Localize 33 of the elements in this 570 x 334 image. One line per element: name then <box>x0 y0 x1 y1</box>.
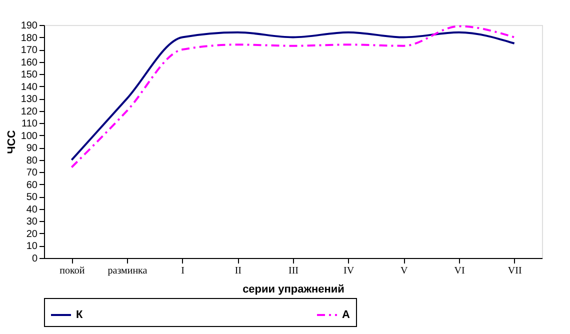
y-tick-label: 180 <box>20 32 38 44</box>
y-tick-label: 20 <box>26 228 38 240</box>
y-tick-label: 30 <box>26 216 38 228</box>
x-tick-label: II <box>234 266 242 276</box>
x-tick-label: III <box>288 266 298 276</box>
x-tick-label: I <box>181 266 185 276</box>
y-tick-label: 170 <box>20 45 38 56</box>
legend-label: К <box>76 309 83 321</box>
y-tick-label: 10 <box>26 241 38 252</box>
y-tick-label: 100 <box>20 130 38 142</box>
x-tick-label: IV <box>344 266 355 276</box>
y-tick-label: 160 <box>20 57 38 68</box>
x-tick-label: V <box>400 266 409 276</box>
y-tick-label: 150 <box>20 70 38 81</box>
y-tick-label: 40 <box>26 204 38 216</box>
x-tick-label: разминка <box>108 266 148 276</box>
y-tick-label: 60 <box>26 180 38 191</box>
y-tick-label: 0 <box>32 254 38 264</box>
y-tick-label: 70 <box>26 168 38 179</box>
y-tick-label: 190 <box>20 20 38 32</box>
x-axis-title: серии упражнений <box>242 284 344 296</box>
y-tick-label: 140 <box>20 82 38 93</box>
legend-label: А <box>342 309 350 321</box>
x-tick-label: VI <box>454 266 465 276</box>
y-tick-label: 80 <box>26 155 38 166</box>
y-tick-label: 90 <box>26 143 38 154</box>
y-tick-label: 120 <box>20 106 38 118</box>
y-axis-title: ЧСС <box>6 130 18 154</box>
y-tick-label: 50 <box>26 192 38 204</box>
x-tick-label: VII <box>508 266 522 276</box>
y-tick-label: 110 <box>22 118 38 130</box>
x-tick-label: покой <box>60 266 86 276</box>
y-tick-label: 130 <box>20 94 38 106</box>
